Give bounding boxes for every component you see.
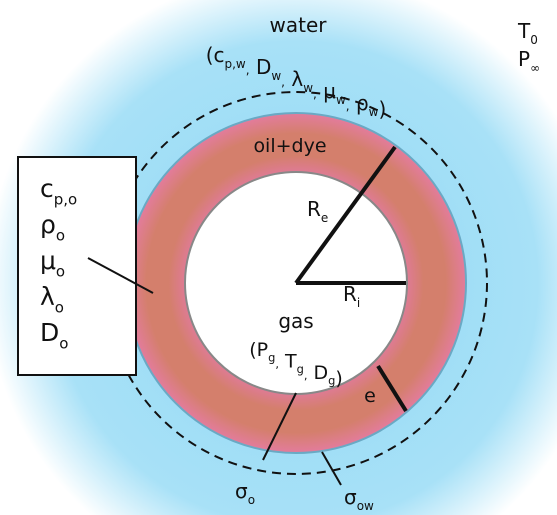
oil-property: Do [40, 318, 68, 353]
subscript: ∞ [530, 61, 540, 75]
bracket: ) [379, 97, 387, 121]
symbol: P [257, 339, 268, 361]
bracket: ) [335, 368, 342, 390]
symbol: ρ [40, 210, 56, 239]
subscript: w [303, 81, 313, 95]
symbol: D [314, 362, 329, 384]
subscript: p,o [54, 191, 77, 209]
symbol: σ [235, 479, 248, 503]
thickness-label: e [364, 385, 376, 407]
symbol: R [343, 282, 357, 306]
symbol: λ [40, 282, 55, 311]
subscript: o [56, 227, 65, 245]
subscript: g [328, 374, 335, 388]
ambient-condition: P∞ [518, 47, 540, 75]
subscript: w [336, 93, 346, 107]
separator: , [313, 87, 317, 101]
symbol: λ [291, 67, 303, 91]
separator: , [304, 368, 308, 382]
symbol: μ [40, 246, 56, 275]
subscript: w [271, 69, 281, 83]
oil-properties-box [17, 156, 137, 376]
subscript: o [55, 299, 64, 317]
symbol: T [517, 19, 531, 43]
symbol: D [40, 318, 59, 347]
bracket: ( [249, 339, 256, 361]
subscript: g [268, 351, 275, 365]
tension-label: σow [344, 485, 374, 513]
subscript: g [297, 362, 304, 376]
separator: , [246, 63, 250, 77]
tension-pointer [321, 451, 342, 486]
subscript: p,w [225, 57, 246, 71]
bracket: ( [206, 43, 214, 67]
inner-radius-label: Ri [343, 282, 360, 310]
symbol: c [40, 174, 54, 203]
symbol: P [518, 47, 530, 71]
oil-property: λo [40, 282, 64, 317]
subscript: o [59, 335, 68, 353]
water-label: water [270, 13, 328, 37]
oil-property: μo [40, 246, 65, 281]
shell-label: oil+dye [253, 135, 326, 157]
outer-radius-line [294, 145, 397, 285]
interface-dashed-circle [104, 91, 488, 475]
subscript: i [357, 296, 360, 310]
subscript: w [369, 105, 379, 119]
box-pointer [87, 257, 154, 294]
tension-pointer [262, 392, 297, 461]
subscript: 0 [530, 33, 538, 47]
subscript: e [321, 211, 328, 225]
subscript: o [248, 493, 255, 507]
tension-label: σo [235, 479, 255, 507]
symbol: T [284, 350, 297, 372]
core-label: gas [278, 309, 313, 333]
oil-property: ρo [40, 210, 65, 245]
core-properties: (Pg, Tg, Dg) [249, 339, 343, 390]
symbol: μ [323, 79, 336, 103]
subscript: ow [357, 499, 374, 513]
symbol: D [256, 55, 271, 79]
outer-radius-label: Re [307, 197, 328, 225]
symbol: c [214, 43, 225, 67]
oil-property: cp,o [40, 174, 77, 209]
thickness-line [376, 364, 408, 413]
symbol: R [307, 197, 321, 221]
separator: , [281, 75, 285, 89]
symbol: ρ [356, 91, 369, 115]
water-properties: (cp,w, Dw, λw, μw, ρw) [206, 43, 387, 121]
separator: , [275, 356, 279, 370]
subscript: o [56, 263, 65, 281]
symbol: σ [344, 485, 357, 509]
separator: , [346, 99, 350, 113]
ambient-condition: T0 [517, 19, 538, 47]
